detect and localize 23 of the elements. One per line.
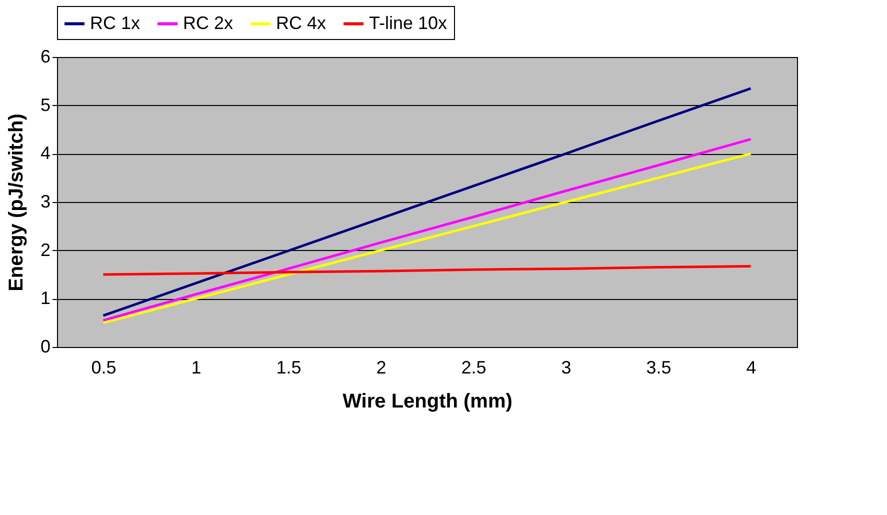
x-tick-label: 1: [191, 358, 202, 378]
x-axis-title: Wire Length (mm): [342, 390, 512, 412]
x-tick-label: 4: [746, 358, 756, 378]
legend-label: RC 2x: [183, 12, 234, 33]
x-tick-label: 2: [376, 358, 386, 378]
line-series: [102, 87, 752, 317]
x-tick-label: 0.5: [91, 358, 116, 378]
y-axis-title: Energy (pJ/switch): [5, 114, 28, 292]
y-tick-label: 6: [40, 46, 50, 66]
y-tick-label: 3: [40, 192, 50, 212]
x-tick-label: 2.5: [461, 358, 486, 378]
legend-label: T-line 10x: [369, 12, 448, 33]
x-tick-label: 3.5: [646, 358, 672, 378]
line-series: [102, 265, 752, 276]
y-tick-label: 1: [40, 288, 50, 308]
x-tick-label: 3: [561, 358, 572, 378]
legend-label: RC 4x: [276, 12, 326, 33]
x-tick-label: 1.5: [276, 358, 302, 378]
y-tick-label: 4: [40, 143, 50, 164]
y-tick-label: 5: [40, 94, 50, 115]
y-tick-label: 0: [40, 336, 50, 356]
legend-label: RC 1x: [90, 12, 140, 33]
y-tick-label: 2: [40, 240, 50, 260]
